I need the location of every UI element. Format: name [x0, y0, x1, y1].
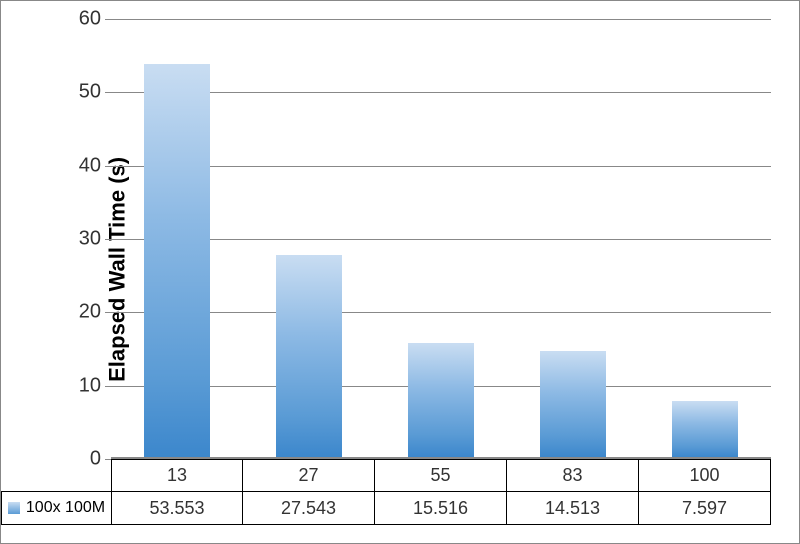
x-category-cell: 55: [375, 459, 507, 491]
y-tick-mark: [105, 312, 111, 313]
legend-cell: 100x 100M: [1, 491, 111, 525]
x-category-cell: 13: [111, 459, 243, 491]
x-values-row: 100x 100M 53.55327.54315.51614.5137.597: [111, 491, 771, 525]
x-category-cell: 27: [243, 459, 375, 491]
bar: [276, 255, 342, 457]
y-tick-mark: [105, 386, 111, 387]
gridline: [111, 166, 771, 167]
y-tick-label: 60: [79, 8, 101, 31]
y-tick-mark: [105, 19, 111, 20]
y-tick-mark: [105, 166, 111, 167]
y-tick-mark: [105, 92, 111, 93]
x-value-cell: 53.553: [111, 491, 243, 525]
y-tick-label: 50: [79, 81, 101, 104]
bar: [540, 351, 606, 457]
x-value-cell: 15.516: [375, 491, 507, 525]
gridline: [111, 92, 771, 93]
y-tick-mark: [105, 239, 111, 240]
empty-legend-cell: [1, 459, 111, 491]
x-category-cell: 100: [639, 459, 771, 491]
x-category-row: 13275583100: [111, 459, 771, 491]
chart-container: Elapsed Wall Time (s) 0102030405060 1327…: [0, 0, 800, 544]
y-tick-label: 20: [79, 301, 101, 324]
bar: [408, 343, 474, 457]
gridline: [111, 19, 771, 20]
plot-area: 0102030405060: [111, 19, 771, 459]
x-value-cell: 7.597: [639, 491, 771, 525]
x-category-cell: 83: [507, 459, 639, 491]
bar: [672, 401, 738, 457]
legend-label: 100x 100M: [26, 499, 105, 517]
gridline: [111, 312, 771, 313]
y-tick-label: 40: [79, 154, 101, 177]
bar: [144, 64, 210, 457]
x-value-cell: 14.513: [507, 491, 639, 525]
gridline: [111, 239, 771, 240]
legend-swatch-icon: [8, 502, 20, 514]
plot-inner: 0102030405060: [111, 19, 771, 459]
y-tick-label: 30: [79, 228, 101, 251]
y-tick-label: 10: [79, 374, 101, 397]
x-value-cell: 27.543: [243, 491, 375, 525]
